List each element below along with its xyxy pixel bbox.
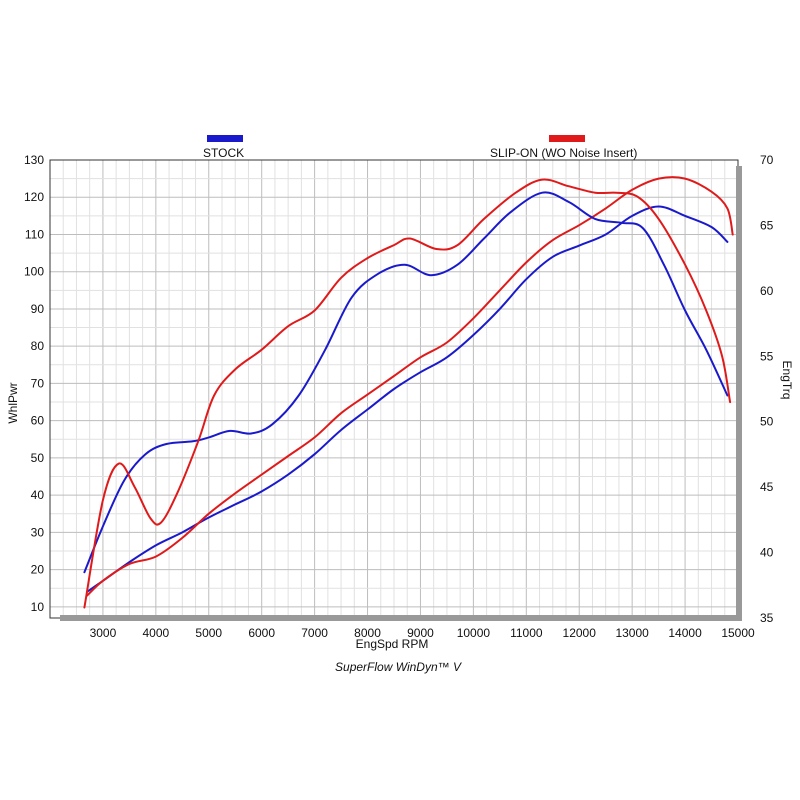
series-line-slip-on-wo-noise-insert-whlpwr bbox=[86, 176, 734, 597]
y-right-tick-label: 45 bbox=[760, 480, 774, 494]
y-left-axis-title: WhlPwr bbox=[6, 382, 20, 423]
legend: STOCK SLIP-ON (WO Noise Insert) bbox=[203, 135, 637, 160]
y-right-tick-label: 55 bbox=[760, 349, 774, 363]
y-left-tick-label: 90 bbox=[31, 302, 45, 316]
x-tick-label: 15000 bbox=[721, 626, 755, 640]
y-left-tick-label: 120 bbox=[24, 190, 44, 204]
y-left-tick-label: 130 bbox=[24, 153, 44, 167]
x-tick-label: 3000 bbox=[90, 626, 117, 640]
x-axis-title: EngSpd RPM bbox=[356, 637, 429, 651]
x-tick-label: 7000 bbox=[301, 626, 328, 640]
y-right-tick-label: 60 bbox=[760, 284, 774, 298]
x-tick-label: 5000 bbox=[195, 626, 222, 640]
series-line-stock-whlpwr bbox=[86, 205, 729, 593]
y-left-tick-label: 100 bbox=[24, 265, 44, 279]
x-tick-label: 10000 bbox=[457, 626, 491, 640]
x-tick-label: 6000 bbox=[248, 626, 275, 640]
y-left-tick-label: 80 bbox=[31, 339, 45, 353]
y-left-tick-label: 10 bbox=[31, 600, 45, 614]
x-tick-label: 4000 bbox=[142, 626, 169, 640]
legend-swatch-stock bbox=[207, 135, 243, 142]
x-tick-label: 14000 bbox=[668, 626, 702, 640]
y-left-tick-label: 30 bbox=[31, 525, 45, 539]
series-lines bbox=[83, 176, 734, 609]
x-tick-label: 11000 bbox=[510, 626, 543, 640]
legend-label-stock: STOCK bbox=[203, 146, 244, 160]
y-left-tick-label: 110 bbox=[25, 227, 44, 241]
y-left-tick-label: 40 bbox=[31, 488, 45, 502]
y-right-tick-label: 35 bbox=[760, 611, 774, 625]
y-left-tick-label: 70 bbox=[31, 376, 45, 390]
bottom-axis-bar bbox=[60, 615, 742, 621]
series-line-stock-engtrq bbox=[83, 191, 729, 574]
x-tick-label: 13000 bbox=[615, 626, 649, 640]
x-tick-label: 9000 bbox=[407, 626, 434, 640]
footer-label: SuperFlow WinDyn™ V bbox=[335, 660, 462, 674]
y-right-tick-label: 70 bbox=[760, 153, 774, 167]
x-tick-label: 8000 bbox=[354, 626, 381, 640]
tick-labels: 3000 4000 5000 6000 7000 8000 9000 10000 11000 12… bbox=[24, 153, 774, 640]
y-left-tick-label: 60 bbox=[31, 414, 45, 428]
x-tick-label: 12000 bbox=[563, 626, 597, 640]
y-right-tick-label: 50 bbox=[760, 415, 774, 429]
y-left-tick-label: 20 bbox=[31, 563, 45, 577]
y-right-axis-title: EngTrq bbox=[780, 361, 794, 400]
y-right-tick-label: 65 bbox=[760, 218, 774, 232]
legend-swatch-slipon bbox=[549, 135, 585, 142]
legend-label-slipon: SLIP-ON (WO Noise Insert) bbox=[490, 146, 637, 160]
y-right-tick-label: 40 bbox=[760, 546, 774, 560]
grid bbox=[50, 160, 738, 618]
series-line-slip-on-wo-noise-insert-engtrq bbox=[83, 178, 732, 609]
y-left-tick-label: 50 bbox=[31, 451, 45, 465]
right-axis-bar bbox=[736, 166, 742, 618]
